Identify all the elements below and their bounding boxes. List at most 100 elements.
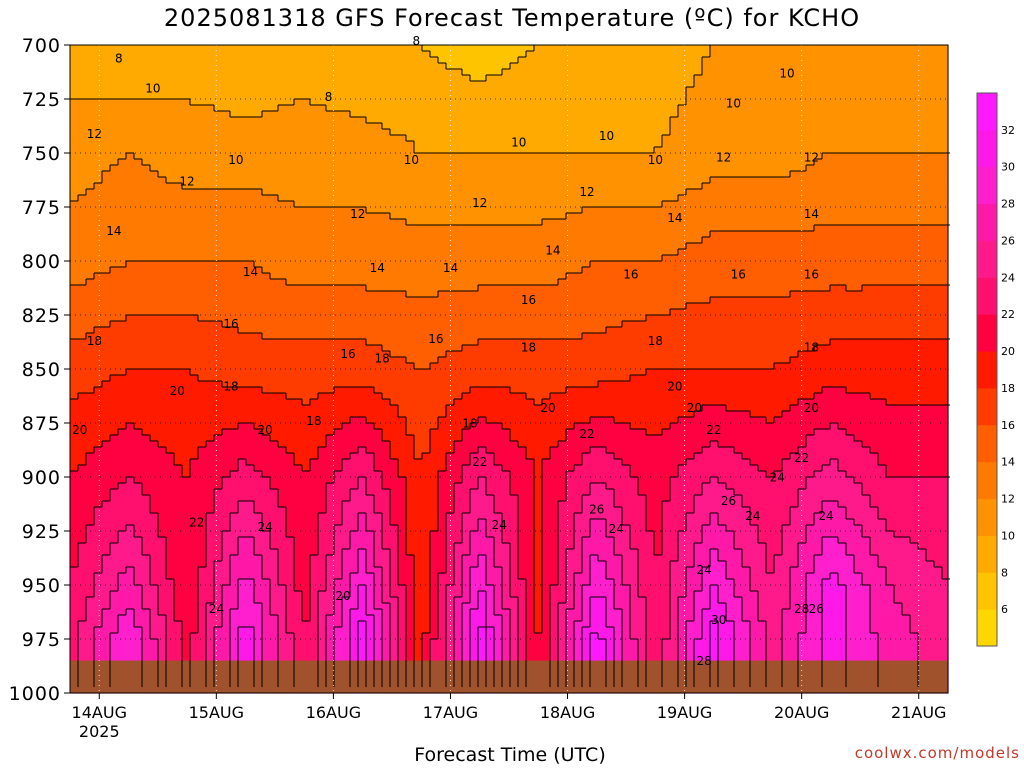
temperature-cell <box>174 105 183 112</box>
temperature-cell <box>198 303 207 310</box>
temperature-cell <box>238 303 247 310</box>
temperature-cell <box>358 165 367 172</box>
temperature-cell <box>230 471 239 478</box>
temperature-cell <box>78 543 87 550</box>
temperature-cell <box>302 63 311 70</box>
temperature-cell <box>182 249 191 256</box>
temperature-cell <box>430 549 439 556</box>
temperature-cell <box>222 177 231 184</box>
temperature-cell <box>278 57 287 64</box>
temperature-cell <box>86 153 95 160</box>
temperature-cell <box>390 405 399 412</box>
temperature-cell <box>78 459 87 466</box>
temperature-cell <box>206 45 215 52</box>
temperature-cell <box>86 81 95 88</box>
temperature-cell <box>374 603 383 610</box>
temperature-cell <box>382 465 391 472</box>
temperature-cell <box>302 441 311 448</box>
temperature-cell <box>142 429 151 436</box>
temperature-cell <box>222 609 231 616</box>
temperature-cell <box>342 165 351 172</box>
temperature-cell <box>158 177 167 184</box>
temperature-cell <box>78 195 87 202</box>
temperature-cell <box>198 519 207 526</box>
temperature-cell <box>302 249 311 256</box>
temperature-cell <box>126 75 135 82</box>
temperature-cell <box>102 501 111 508</box>
temperature-cell <box>326 549 335 556</box>
temperature-cell <box>294 477 303 484</box>
temperature-cell <box>382 105 391 112</box>
temperature-cell <box>254 255 263 262</box>
temperature-cell <box>94 75 103 82</box>
temperature-cell <box>414 57 423 64</box>
temperature-cell <box>118 321 127 328</box>
temperature-cell <box>206 525 215 532</box>
temperature-cell <box>326 489 335 496</box>
temperature-cell <box>294 369 303 376</box>
temperature-cell <box>78 297 87 304</box>
temperature-cell <box>414 561 423 568</box>
temperature-cell <box>358 411 367 418</box>
temperature-cell <box>310 141 319 148</box>
temperature-cell <box>190 537 199 544</box>
temperature-cell <box>414 99 423 106</box>
temperature-cell <box>150 243 159 250</box>
temperature-cell <box>358 285 367 292</box>
temperature-cell <box>390 261 399 268</box>
temperature-cell <box>102 375 111 382</box>
temperature-cell <box>190 621 199 628</box>
temperature-cell <box>254 645 263 652</box>
temperature-cell <box>262 363 271 370</box>
temperature-cell <box>118 441 127 448</box>
temperature-cell <box>302 195 311 202</box>
temperature-cell <box>262 291 271 298</box>
temperature-cell <box>110 519 119 526</box>
temperature-cell <box>334 309 343 316</box>
temperature-cell <box>86 225 95 232</box>
temperature-cell <box>350 441 359 448</box>
temperature-cell <box>158 555 167 562</box>
temperature-cell <box>414 423 423 430</box>
temperature-cell <box>174 291 183 298</box>
temperature-cell <box>230 129 239 136</box>
temperature-cell <box>262 309 271 316</box>
temperature-cell <box>302 135 311 142</box>
temperature-cell <box>270 423 279 430</box>
temperature-cell <box>358 447 367 454</box>
temperature-cell <box>262 141 271 148</box>
temperature-cell <box>390 189 399 196</box>
temperature-cell <box>174 549 183 556</box>
temperature-cell <box>214 57 223 64</box>
temperature-cell <box>70 393 79 400</box>
temperature-cell <box>142 63 151 70</box>
temperature-cell <box>262 171 271 178</box>
temperature-cell <box>422 57 431 64</box>
temperature-cell <box>238 87 247 94</box>
temperature-cell <box>214 597 223 604</box>
temperature-cell <box>118 267 127 274</box>
temperature-cell <box>198 615 207 622</box>
temperature-cell <box>206 231 215 238</box>
temperature-cell <box>430 231 439 238</box>
temperature-cell <box>118 363 127 370</box>
temperature-cell <box>278 63 287 70</box>
temperature-cell <box>190 405 199 412</box>
temperature-cell <box>134 369 143 376</box>
temperature-cell <box>422 393 431 400</box>
temperature-cell <box>102 621 111 628</box>
temperature-cell <box>94 483 103 490</box>
temperature-cell <box>118 603 127 610</box>
temperature-cell <box>94 513 103 520</box>
temperature-cell <box>318 171 327 178</box>
temperature-cell <box>94 405 103 412</box>
temperature-cell <box>406 537 415 544</box>
temperature-cell <box>198 45 207 52</box>
temperature-cell <box>70 123 79 130</box>
temperature-cell <box>134 471 143 478</box>
temperature-cell <box>438 117 447 124</box>
temperature-cell <box>406 327 415 334</box>
temperature-cell <box>278 201 287 208</box>
temperature-cell <box>214 441 223 448</box>
temperature-cell <box>214 165 223 172</box>
